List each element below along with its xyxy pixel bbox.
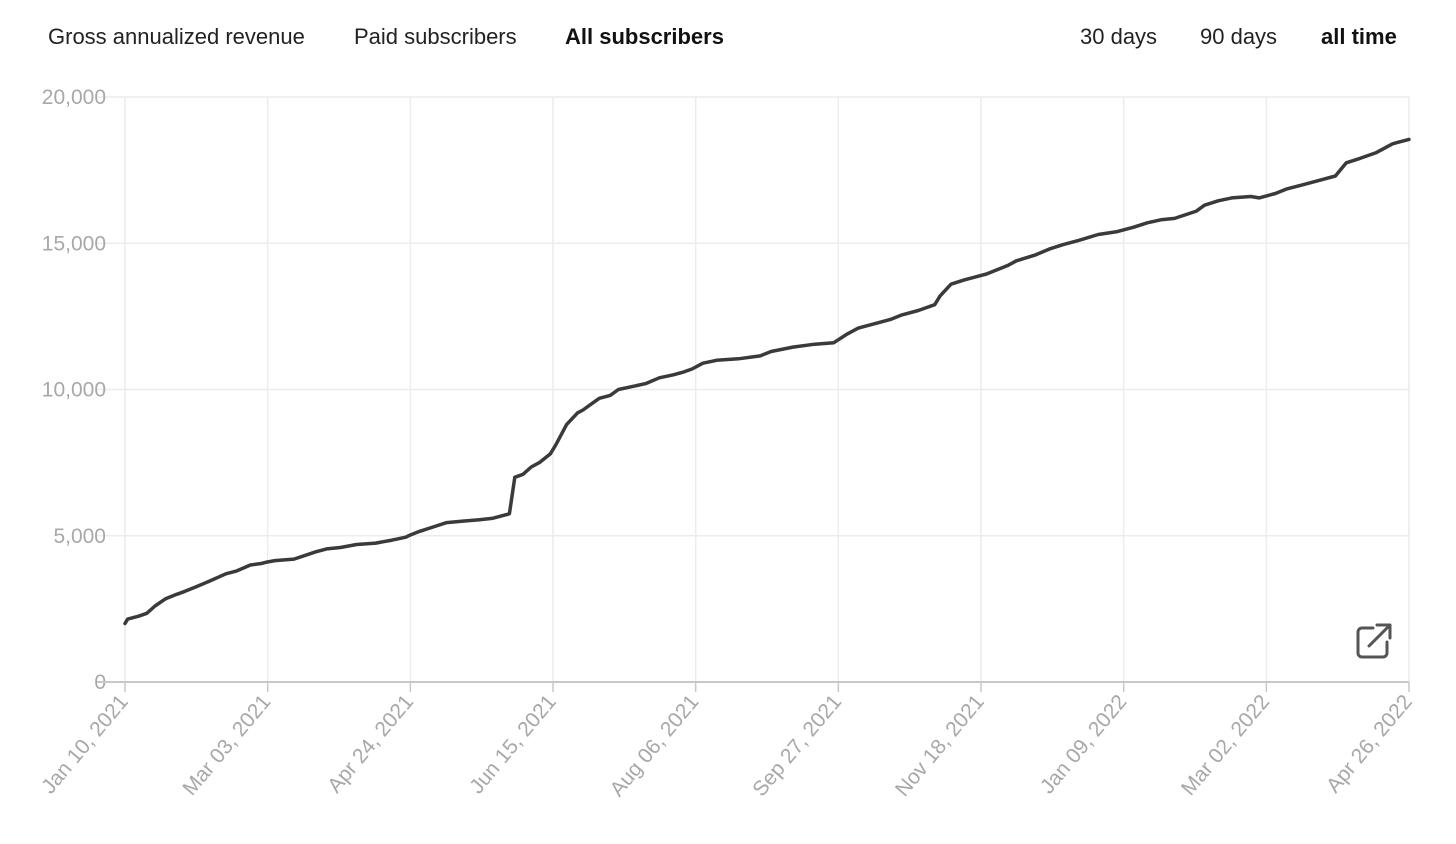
range-90-days[interactable]: 90 days: [1200, 24, 1278, 49]
x-tick-label: Mar 02, 2022: [1177, 690, 1274, 800]
tab-all-subscribers[interactable]: All subscribers: [565, 24, 724, 49]
x-tick-label: Sep 27, 2021: [748, 690, 846, 801]
range-30-days[interactable]: 30 days: [1080, 24, 1158, 49]
y-tick-label: 20,000: [42, 86, 106, 109]
x-tick-label: Jan 10, 2021: [37, 690, 133, 798]
y-tick-label: 5,000: [53, 525, 106, 548]
tab-paid-subscribers[interactable]: Paid subscribers: [354, 24, 517, 49]
x-tick-label: Apr 24, 2021: [323, 690, 418, 797]
x-axis-ticks: Jan 10, 2021 Mar 03, 2021 Apr 24, 2021 Jun …: [37, 690, 1417, 801]
x-tick-label: Apr 26, 2022: [1322, 690, 1417, 797]
series-line-all-subscribers: [123, 137, 1411, 626]
x-tick-label: Nov 18, 2021: [891, 690, 989, 800]
expand-chart-button[interactable]: [1353, 620, 1395, 662]
chart-grid: [97, 96, 1410, 682]
x-tick-label: Jan 09, 2022: [1036, 690, 1132, 798]
x-axis: [97, 681, 1410, 692]
range-all-time[interactable]: all time: [1321, 24, 1397, 49]
tab-gross-annualized-revenue[interactable]: Gross annualized revenue: [48, 24, 305, 49]
x-tick-label: Mar 03, 2021: [178, 690, 275, 800]
top-bar: Gross annualized revenue Paid subscriber…: [0, 0, 1456, 76]
external-link-icon: [1356, 623, 1392, 659]
y-tick-label: 10,000: [42, 379, 106, 402]
x-tick-label: Jun 15, 2021: [465, 690, 561, 798]
x-tick-label: Aug 06, 2021: [606, 690, 704, 801]
series-layer: [123, 137, 1411, 626]
y-tick-label: 15,000: [42, 232, 106, 255]
